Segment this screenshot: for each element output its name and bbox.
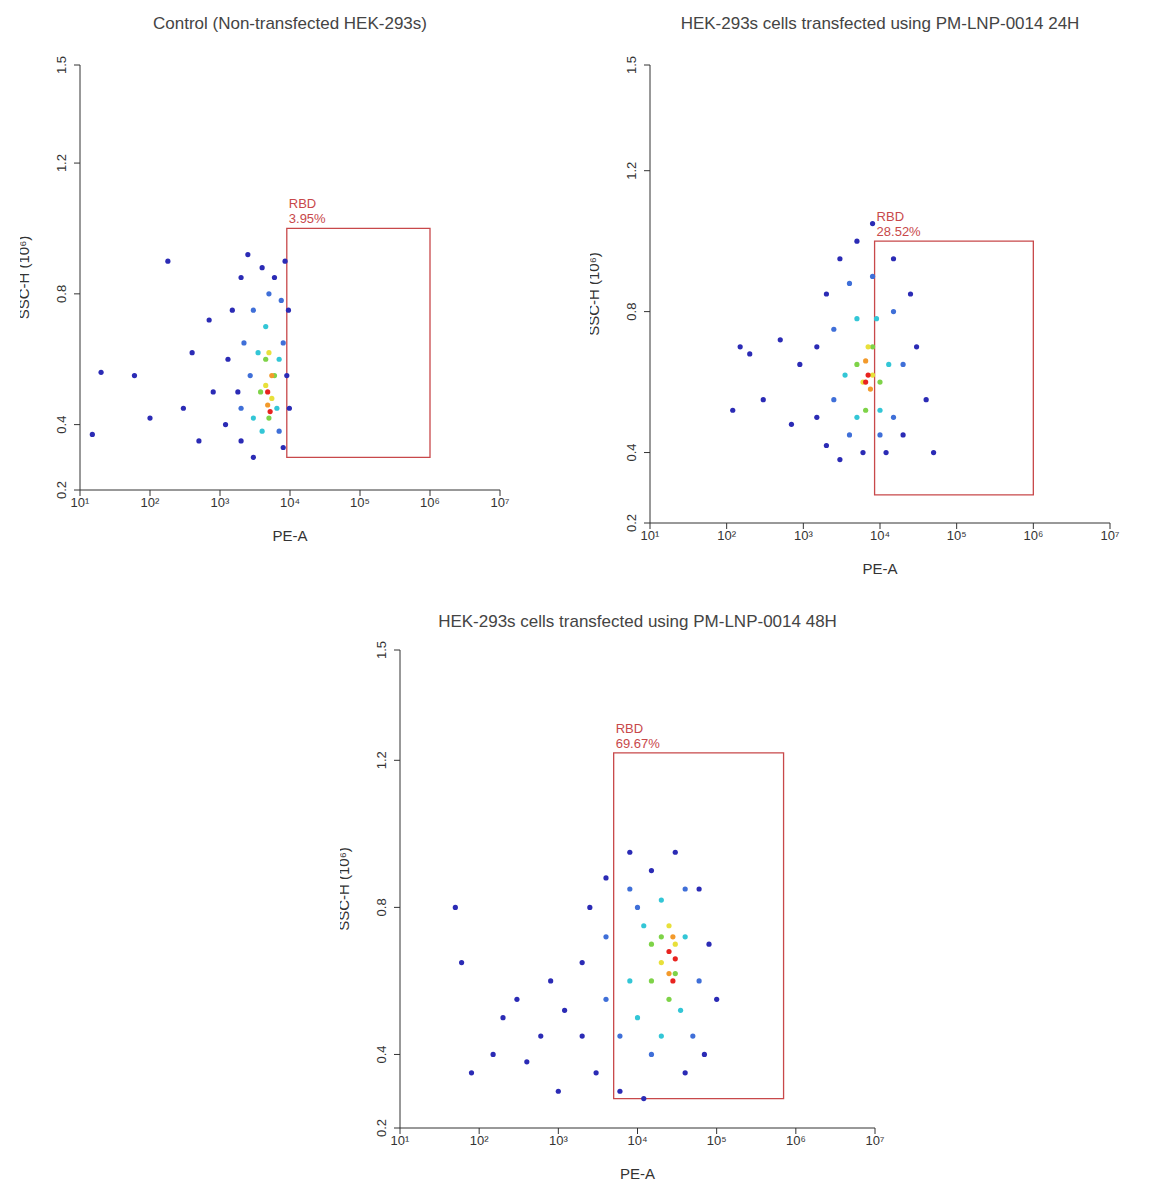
- svg-text:10⁵: 10⁵: [707, 1133, 727, 1148]
- svg-text:1.2: 1.2: [54, 154, 69, 172]
- svg-text:1.5: 1.5: [374, 641, 389, 659]
- html-text:Control (Non-transfected HEK-2: Control (Non-transfected HEK-293s): [153, 14, 427, 33]
- svg-text:SSC-H (10⁶): SSC-H (10⁶): [590, 252, 602, 336]
- svg-text:0.4: 0.4: [54, 416, 69, 434]
- svg-text:10⁴: 10⁴: [627, 1133, 647, 1148]
- svg-text:10²: 10²: [717, 528, 736, 543]
- svg-text:10⁷: 10⁷: [1100, 528, 1119, 543]
- svg-text:0.4: 0.4: [624, 443, 639, 461]
- svg-text:10¹: 10¹: [641, 528, 660, 543]
- svg-text:0.2: 0.2: [624, 514, 639, 532]
- svg-text:RBD: RBD: [289, 196, 316, 211]
- svg-text:10⁶: 10⁶: [786, 1133, 806, 1148]
- svg-text:1.2: 1.2: [624, 162, 639, 180]
- svg-text:SSC-H (10⁶): SSC-H (10⁶): [20, 236, 32, 320]
- svg-text:0.4: 0.4: [374, 1045, 389, 1063]
- svg-text:0.2: 0.2: [54, 481, 69, 499]
- svg-text:PE-A: PE-A: [862, 560, 897, 577]
- svg-text:RBD: RBD: [877, 209, 904, 224]
- svg-text:3.95%: 3.95%: [289, 211, 326, 226]
- svg-text:10⁵: 10⁵: [947, 528, 967, 543]
- svg-text:0.8: 0.8: [374, 898, 389, 916]
- svg-text:10¹: 10¹: [391, 1133, 410, 1148]
- svg-text:10⁴: 10⁴: [870, 528, 890, 543]
- svg-text:10⁶: 10⁶: [420, 495, 440, 510]
- svg-text:1.2: 1.2: [374, 751, 389, 769]
- svg-text:10¹: 10¹: [71, 495, 90, 510]
- svg-text:0.2: 0.2: [374, 1119, 389, 1137]
- svg-text:10⁷: 10⁷: [490, 495, 509, 510]
- svg-text:SSC-H (10⁶): SSC-H (10⁶): [340, 847, 352, 931]
- svg-text:10⁶: 10⁶: [1023, 528, 1043, 543]
- svg-text:0.8: 0.8: [54, 285, 69, 303]
- svg-text:1.5: 1.5: [624, 56, 639, 74]
- svg-text:10³: 10³: [549, 1133, 568, 1148]
- svg-text:0.8: 0.8: [624, 303, 639, 321]
- html-text:HEK-293s cells transfected usi: HEK-293s cells transfected using PM-LNP-…: [438, 612, 837, 631]
- svg-text:10⁴: 10⁴: [280, 495, 300, 510]
- svg-text:28.52%: 28.52%: [877, 224, 922, 239]
- svg-text:PE-A: PE-A: [620, 1165, 655, 1182]
- svg-text:1.5: 1.5: [54, 56, 69, 74]
- svg-text:10³: 10³: [211, 495, 230, 510]
- svg-text:10²: 10²: [470, 1133, 489, 1148]
- svg-text:10³: 10³: [794, 528, 813, 543]
- svg-text:10⁵: 10⁵: [350, 495, 370, 510]
- svg-text:RBD: RBD: [616, 721, 643, 736]
- svg-text:10⁷: 10⁷: [865, 1133, 884, 1148]
- svg-text:69.67%: 69.67%: [616, 736, 661, 751]
- svg-text:10²: 10²: [141, 495, 160, 510]
- html-text:HEK-293s cells transfected usi: HEK-293s cells transfected using PM-LNP-…: [680, 14, 1080, 33]
- svg-text:PE-A: PE-A: [272, 527, 307, 544]
